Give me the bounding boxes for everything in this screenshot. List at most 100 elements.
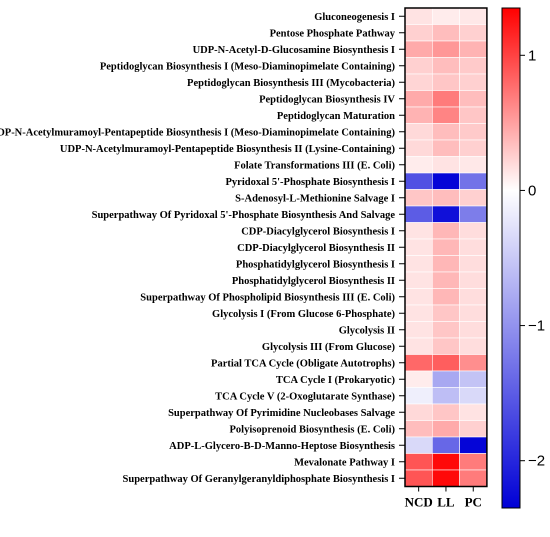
heatmap-cell bbox=[404, 304, 433, 322]
heatmap-cell bbox=[404, 172, 433, 190]
heatmap-cell bbox=[431, 90, 460, 108]
heatmap-cell bbox=[431, 172, 460, 190]
heatmap-cell bbox=[459, 354, 488, 372]
heatmap-cell bbox=[459, 73, 488, 91]
heatmap-cell bbox=[459, 238, 488, 256]
heatmap-cell bbox=[431, 40, 460, 58]
row-label: UDP-N-Acetylmuramoyl-Pentapeptide Biosyn… bbox=[60, 144, 396, 155]
heatmap-cell bbox=[404, 271, 433, 289]
heatmap-cell bbox=[459, 189, 488, 207]
heatmap-cell bbox=[459, 139, 488, 157]
heatmap-cell bbox=[459, 420, 488, 438]
heatmap-cell bbox=[459, 90, 488, 108]
heatmap-cell bbox=[459, 205, 488, 223]
colorbar-ticks: 1 0 −1 −2 bbox=[520, 47, 545, 470]
heatmap-cell bbox=[431, 189, 460, 207]
row-label: Superpathway Of Phospholipid Biosynthesi… bbox=[140, 292, 395, 303]
heatmap-cell bbox=[404, 403, 433, 421]
heatmap-cell bbox=[431, 255, 460, 273]
row-label: Polyisoprenoid Biosynthesis (E. Coli) bbox=[230, 424, 396, 435]
row-label: Gluconeogenesis I bbox=[314, 12, 395, 23]
heatmap-cell bbox=[404, 337, 433, 355]
heatmap-cell bbox=[404, 156, 433, 174]
row-label: CDP-Diacylglycerol Biosynthesis II bbox=[237, 243, 395, 254]
heatmap-cell bbox=[431, 354, 460, 372]
heatmap-cell bbox=[404, 370, 433, 388]
row-label: Glycolysis III (From Glucose) bbox=[262, 342, 396, 353]
row-label: Pyridoxal 5'-Phosphate Biosynthesis I bbox=[226, 177, 395, 188]
colorbar bbox=[501, 7, 521, 509]
heatmap-cell bbox=[431, 24, 460, 42]
heatmap-cell bbox=[404, 255, 433, 273]
row-label: UDP-N-Acetylmuramoyl-Pentapeptide Biosyn… bbox=[0, 127, 395, 138]
heatmap-cell bbox=[404, 321, 433, 339]
heatmap-cell bbox=[459, 288, 488, 306]
heatmap-cell bbox=[459, 304, 488, 322]
heatmap-cell bbox=[459, 40, 488, 58]
heatmap-cell bbox=[459, 321, 488, 339]
row-label: UDP-N-Acetyl-D-Glucosamine Biosynthesis … bbox=[193, 45, 395, 56]
row-label: Peptidoglycan Biosynthesis I (Meso-Diami… bbox=[100, 61, 396, 72]
column-label: LL bbox=[437, 495, 455, 510]
row-label: Phosphatidylglycerol Biosynthesis II bbox=[232, 276, 395, 287]
heatmap-cell bbox=[431, 387, 460, 405]
column-label: NCD bbox=[405, 495, 433, 510]
row-label: Glycolysis II bbox=[339, 325, 395, 336]
heatmap-cell bbox=[431, 469, 460, 487]
heatmap-cell bbox=[459, 436, 488, 454]
heatmap-cell bbox=[404, 123, 433, 141]
heatmap-cell bbox=[431, 304, 460, 322]
colorbar-tick-label: −1 bbox=[528, 318, 545, 335]
row-label: CDP-Diacylglycerol Biosynthesis I bbox=[241, 226, 395, 237]
heatmap-cell bbox=[404, 73, 433, 91]
heatmap-cell bbox=[459, 271, 488, 289]
heatmap-cell bbox=[431, 156, 460, 174]
row-label: Mevalonate Pathway I bbox=[294, 457, 395, 468]
heatmap-cell bbox=[459, 106, 488, 124]
colorbar-tick-label: −2 bbox=[528, 453, 545, 470]
heatmap-cell bbox=[459, 57, 488, 75]
heatmap-cell bbox=[404, 40, 433, 58]
row-labels: Gluconeogenesis I Pentose Phosphate Pathw… bbox=[0, 12, 405, 485]
row-label: TCA Cycle V (2-Oxoglutarate Synthase) bbox=[215, 391, 395, 402]
heatmap-cell bbox=[404, 238, 433, 256]
heatmap-cell bbox=[404, 354, 433, 372]
heatmap-cell bbox=[431, 73, 460, 91]
row-label: S-Adenosyl-L-Methionine Salvage I bbox=[235, 193, 395, 204]
row-label: Superpathway Of Pyrimidine Nucleobases S… bbox=[168, 408, 395, 419]
heatmap-cell bbox=[459, 222, 488, 240]
heatmap-cell bbox=[431, 288, 460, 306]
heatmap-cell bbox=[431, 222, 460, 240]
heatmap-cell bbox=[404, 205, 433, 223]
row-label: Pentose Phosphate Pathway bbox=[270, 28, 396, 39]
heatmap-cell bbox=[459, 7, 488, 25]
heatmap-cell bbox=[431, 139, 460, 157]
heatmap-cell bbox=[431, 205, 460, 223]
heatmap-cell bbox=[404, 436, 433, 454]
heatmap-cell bbox=[431, 321, 460, 339]
heatmap-cell bbox=[431, 57, 460, 75]
heatmap-cell bbox=[431, 370, 460, 388]
heatmap-cell bbox=[404, 387, 433, 405]
heatmap-cell bbox=[404, 420, 433, 438]
heatmap-cell bbox=[431, 238, 460, 256]
heatmap-cell bbox=[431, 271, 460, 289]
row-label: Partial TCA Cycle (Obligate Autotrophs) bbox=[211, 358, 395, 369]
row-label: Peptidoglycan Maturation bbox=[277, 111, 395, 122]
heatmap-cell bbox=[431, 123, 460, 141]
row-label: Peptidoglycan Biosynthesis IV bbox=[259, 94, 395, 105]
heatmap-cell bbox=[459, 453, 488, 471]
heatmap-cell bbox=[459, 156, 488, 174]
heatmap-cell bbox=[431, 453, 460, 471]
colorbar-tick-label: 1 bbox=[528, 47, 536, 64]
row-label: Superpathway Of Pyridoxal 5'-Phosphate B… bbox=[92, 210, 396, 221]
row-label: TCA Cycle I (Prokaryotic) bbox=[276, 375, 396, 386]
column-labels: NCD LL PC bbox=[405, 486, 482, 510]
heatmap-cell bbox=[431, 436, 460, 454]
row-label: Folate Transformations III (E. Coli) bbox=[234, 160, 395, 171]
heatmap-cell bbox=[459, 172, 488, 190]
column-label: PC bbox=[465, 495, 482, 510]
row-label: Superpathway Of Geranylgeranyldiphosphat… bbox=[123, 474, 395, 485]
heatmap-cell bbox=[404, 90, 433, 108]
heatmap-cells bbox=[404, 7, 488, 487]
